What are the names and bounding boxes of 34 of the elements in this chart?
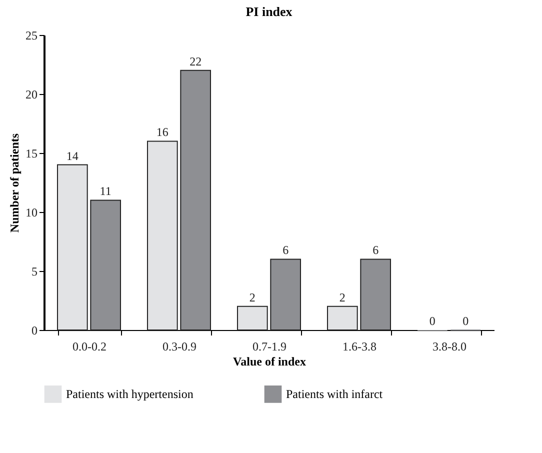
data-label: 0 (462, 314, 469, 328)
x-tick-label: 0.3-0.9 (162, 340, 196, 354)
y-tick-label: 10 (26, 206, 38, 220)
data-label: 22 (190, 54, 202, 68)
bar (360, 258, 391, 330)
x-axis-title: Value of index (233, 354, 306, 368)
data-label: 14 (66, 148, 78, 163)
y-tick-label: 0 (32, 324, 38, 338)
y-tick-label: 15 (26, 146, 38, 160)
bar (270, 258, 301, 330)
data-label: 2 (249, 290, 256, 304)
bar (147, 140, 178, 330)
legend-label: Patients with hypertension (66, 387, 194, 402)
bar (57, 164, 88, 330)
data-label: 6 (372, 243, 379, 258)
bar (327, 306, 358, 330)
data-label: 11 (100, 184, 112, 198)
x-tick-label: 3.8-8.0 (432, 340, 466, 354)
x-tick-label: 1.6-3.8 (342, 340, 376, 354)
x-tick-label: 0.7-1.9 (252, 340, 286, 354)
y-tick-label: 25 (26, 28, 38, 42)
data-label: 6 (282, 243, 289, 258)
bar (237, 306, 268, 330)
chart-title: PI index (246, 4, 293, 19)
bar (180, 70, 211, 330)
y-tick-label: 5 (32, 264, 38, 278)
legend-label: Patients with infarct (286, 387, 384, 402)
data-label: 0 (429, 314, 436, 328)
y-tick-label: 20 (26, 88, 38, 102)
data-label: 16 (156, 125, 168, 140)
data-label: 2 (339, 290, 346, 304)
x-tick-label: 0.0-0.2 (72, 340, 106, 354)
y-axis-title: Number of patients (8, 133, 22, 233)
bar (90, 200, 121, 330)
